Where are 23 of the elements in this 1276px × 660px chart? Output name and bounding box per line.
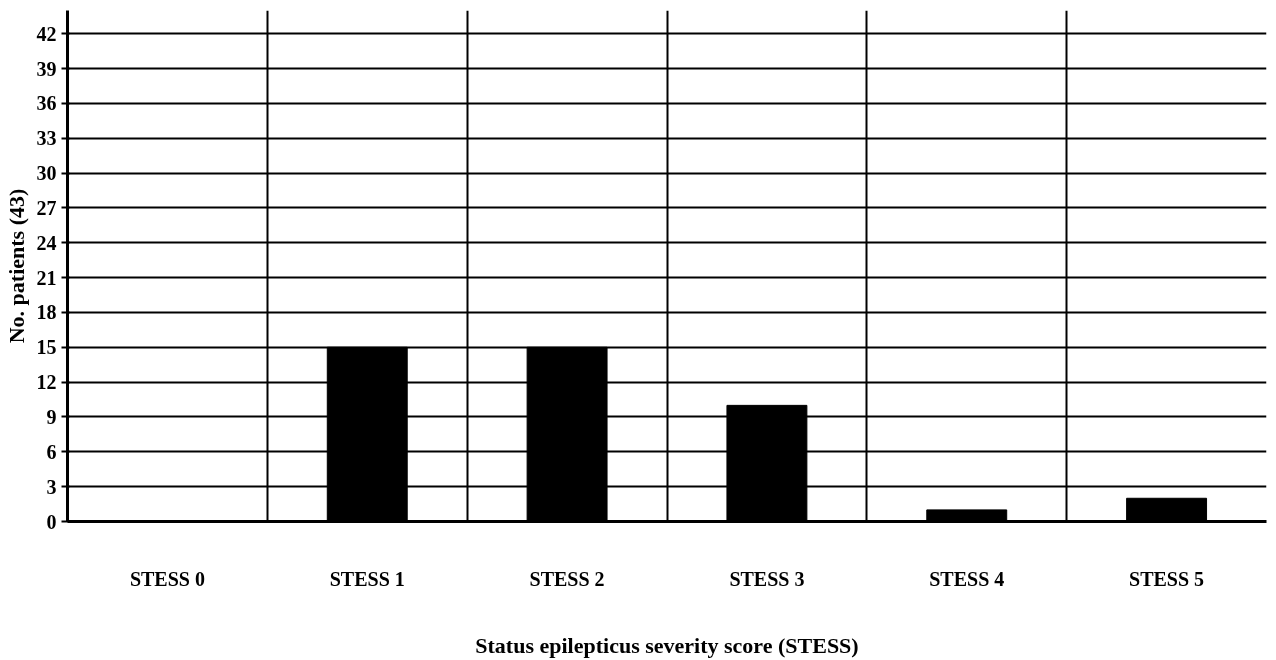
x-tick-label: STESS 4 <box>929 567 1005 590</box>
y-tick-label: 0 <box>46 510 57 533</box>
x-tick-label: STESS 1 <box>329 567 405 590</box>
y-tick-label: 33 <box>36 127 57 150</box>
x-tick-label: STESS 2 <box>529 567 605 590</box>
x-tick-label: STESS 0 <box>129 567 205 590</box>
y-tick-label: 24 <box>36 231 57 254</box>
y-tick-label: 15 <box>36 336 57 359</box>
x-axis-title: Status epilepticus severity score (STESS) <box>475 632 859 658</box>
y-tick-label: 18 <box>36 301 57 324</box>
y-tick-label: 27 <box>36 196 57 219</box>
y-axis-title: No. patients (43) <box>3 188 29 344</box>
y-tick-label: 36 <box>36 92 57 115</box>
y-tick-label: 39 <box>36 57 57 80</box>
y-tick-label: 42 <box>36 22 57 45</box>
y-tick-label: 3 <box>46 475 57 498</box>
y-tick-label: 21 <box>36 266 57 289</box>
x-tick-label: STESS 5 <box>1129 567 1205 590</box>
y-tick-label: 30 <box>36 162 57 185</box>
y-tick-label: 12 <box>36 371 57 394</box>
y-tick-label: 6 <box>46 440 57 463</box>
x-tick-label: STESS 3 <box>729 567 805 590</box>
y-tick-label: 9 <box>46 405 57 428</box>
